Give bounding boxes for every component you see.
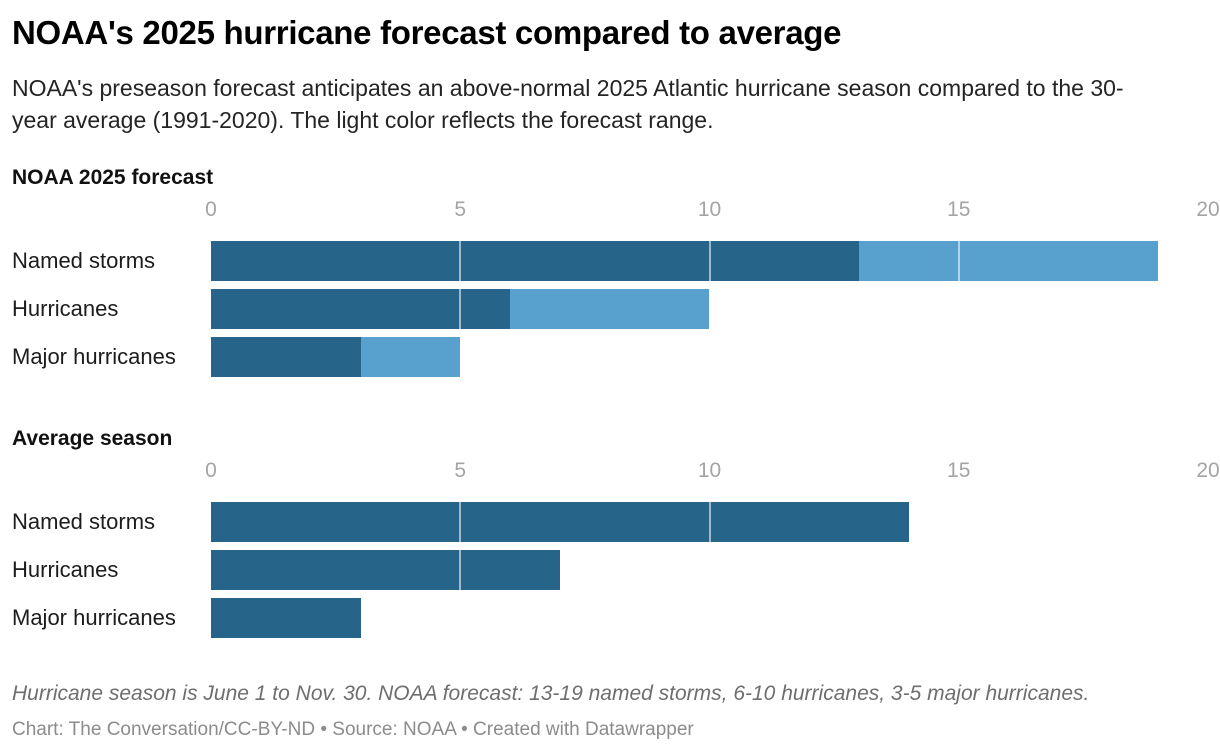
gridline [708,240,711,281]
chart-section-title: Average season [12,426,173,450]
gridline [459,501,462,542]
bar-segment [211,501,909,542]
bar-segment [211,288,511,329]
chart-section-title: NOAA 2025 forecast [12,165,214,189]
bar-row: Named storms [12,240,1208,281]
bar-segment [859,240,1159,281]
row-plot [211,240,1208,281]
bar-segment [211,597,361,638]
row-plot [211,597,1208,638]
page-subtitle: NOAA's preseason forecast anticipates an… [12,74,1124,133]
bar-segment [360,336,461,377]
x-axis-tick-label: 0 [205,458,217,482]
bar-row: Hurricanes [12,549,1208,590]
row-plot [211,549,1208,590]
bar-rows: Named storms Hurricanes Major hurricanes [12,501,1208,638]
row-plot [211,288,1208,329]
page-title: NOAA's 2025 hurricane forecast compared … [12,14,842,51]
category-label: Major hurricanes [12,343,176,369]
gridline [708,501,711,542]
chart-section-forecast: NOAA 2025 forecast 0 5 10 15 20 Named storms… [12,165,1220,377]
x-axis: 0 5 10 15 20 [205,197,1220,224]
category-label: Major hurricanes [12,604,176,630]
x-axis-tick-label: 5 [454,458,467,482]
x-axis-tick-label: 20 [1196,458,1220,482]
row-plot [211,336,1208,377]
x-axis-tick-label: 0 [205,197,217,221]
x-axis-tick-label: 15 [947,197,971,221]
category-label: Named storms [12,508,156,534]
chart-section-average: Average season 0 5 10 15 20 Named storms Hurr… [12,426,1220,638]
bar-segment [211,240,860,281]
bar-row: Hurricanes [12,288,1208,329]
gridline [459,240,462,281]
chart-note: Hurricane season is June 1 to Nov. 30. N… [12,681,1090,705]
bar-segment [211,549,560,590]
chart-credit: Chart: The Conversation/CC-BY-ND • Sourc… [12,718,694,740]
bar-row: Major hurricanes [12,597,1208,638]
gridline [957,240,960,281]
bar-segment [211,336,361,377]
x-axis-tick-label: 10 [697,197,722,221]
bar-rows: Named storms Hurricanes Major hurricanes [12,240,1208,377]
bar-segment [510,288,710,329]
category-label: Named storms [12,247,156,273]
row-plot [211,501,1208,542]
x-axis: 0 5 10 15 20 [205,458,1220,485]
x-axis-tick-label: 20 [1196,197,1220,221]
x-axis-tick-label: 5 [454,197,467,221]
gridline [459,549,462,590]
x-axis-tick-label: 15 [947,458,971,482]
bar-row: Named storms [12,501,1208,542]
category-label: Hurricanes [12,295,119,321]
category-label: Hurricanes [12,556,119,582]
bar-row: Major hurricanes [12,336,1208,377]
gridline [459,288,462,329]
x-axis-tick-label: 10 [697,458,722,482]
